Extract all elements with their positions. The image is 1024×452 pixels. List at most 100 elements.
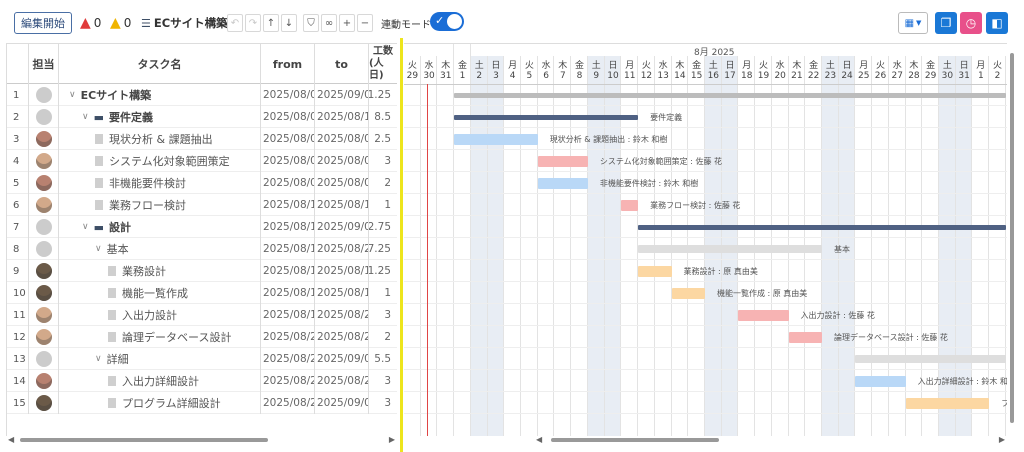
effort-cell[interactable]: 5.5 <box>369 348 397 370</box>
task-name-cell[interactable]: 機能一覧作成 <box>59 282 261 304</box>
assignee-cell[interactable] <box>29 172 59 194</box>
from-cell[interactable]: 2025/08/25 <box>261 348 315 370</box>
task-name-cell[interactable]: プログラム詳細設計 <box>59 392 261 414</box>
expand-arrow-icon[interactable]: ∨ <box>95 244 102 254</box>
panel-button[interactable]: ◧ <box>986 12 1008 34</box>
table-row[interactable]: 13 ∨ 詳細 2025/08/252025/09/015.5 <box>7 348 397 370</box>
task-bar[interactable] <box>738 310 789 321</box>
scroll-left-icon[interactable]: ◀ <box>536 435 543 444</box>
to-cell[interactable]: 2025/09/01 <box>315 84 369 106</box>
task-bar[interactable] <box>638 266 672 277</box>
table-row[interactable]: 12 論理データベース設計 2025/08/212025/08/222 <box>7 326 397 348</box>
group-bar[interactable] <box>855 355 1006 363</box>
task-bar[interactable] <box>537 156 588 167</box>
project-bar[interactable] <box>454 93 1006 98</box>
from-cell[interactable]: 2025/08/01 <box>261 128 315 150</box>
move-down-button[interactable]: ↓ <box>281 14 297 32</box>
zoom-in-button[interactable]: + <box>339 14 355 32</box>
table-row[interactable]: 4 システム化対象範囲策定 2025/08/062025/08/083 <box>7 150 397 172</box>
effort-cell[interactable]: 1 <box>369 282 397 304</box>
expand-arrow-icon[interactable]: ∨ <box>69 90 76 100</box>
effort-cell[interactable]: 1 <box>369 194 397 216</box>
scroll-left-icon[interactable]: ◀ <box>8 435 15 444</box>
from-cell[interactable]: 2025/08/25 <box>261 370 315 392</box>
to-cell[interactable]: 2025/08/22 <box>315 238 369 260</box>
from-cell[interactable]: 2025/08/01 <box>261 106 315 128</box>
expand-arrow-icon[interactable]: ∨ <box>82 112 89 122</box>
expand-arrow-icon[interactable]: ∨ <box>95 354 102 364</box>
vertical-scrollbar[interactable] <box>1008 43 1016 436</box>
task-name-cell[interactable]: 入出力詳細設計 <box>59 370 261 392</box>
summary-bar[interactable] <box>454 115 639 120</box>
table-row[interactable]: 5 非機能要件検討 2025/08/062025/08/082 <box>7 172 397 194</box>
table-row[interactable]: 3 現状分析 & 課題抽出 2025/08/012025/08/052.5 <box>7 128 397 150</box>
group-bar[interactable] <box>638 245 822 253</box>
effort-cell[interactable]: 12.75 <box>369 216 397 238</box>
error-indicator[interactable]: ▲ 0 <box>80 16 101 30</box>
effort-cell[interactable]: 2 <box>369 326 397 348</box>
effort-cell[interactable]: 1.25 <box>369 260 397 282</box>
pane-splitter[interactable] <box>400 38 403 452</box>
task-bar[interactable] <box>537 178 588 189</box>
effort-cell[interactable]: 2.5 <box>369 128 397 150</box>
task-bar[interactable] <box>855 376 906 387</box>
table-row[interactable]: 11 入出力設計 2025/08/182025/08/203 <box>7 304 397 326</box>
table-row[interactable]: 7 ∨ ▬ 設計 2025/08/122025/09/0112.75 <box>7 216 397 238</box>
to-cell[interactable]: 2025/08/22 <box>315 326 369 348</box>
assignee-cell[interactable] <box>29 216 59 238</box>
grid-horizontal-scrollbar[interactable]: ◀ ▶ <box>6 435 397 444</box>
from-cell[interactable]: 2025/08/12 <box>261 260 315 282</box>
redo-button[interactable]: ↷ <box>245 14 261 32</box>
effort-cell[interactable]: 3 <box>369 304 397 326</box>
sync-mode-toggle[interactable]: ✓ <box>430 12 464 31</box>
to-cell[interactable]: 2025/08/27 <box>315 370 369 392</box>
to-cell[interactable]: 2025/08/11 <box>315 106 369 128</box>
assignee-cell[interactable] <box>29 282 59 304</box>
scroll-right-icon[interactable]: ▶ <box>388 435 395 444</box>
copy-button[interactable]: ❐ <box>935 12 957 34</box>
to-cell[interactable]: 2025/09/01 <box>315 348 369 370</box>
from-cell[interactable]: 2025/08/06 <box>261 172 315 194</box>
assignee-cell[interactable] <box>29 326 59 348</box>
assignee-cell[interactable] <box>29 106 59 128</box>
gantt-horizontal-scrollbar[interactable]: ◀ ▶ <box>404 435 1007 444</box>
task-name-cell[interactable]: ∨ ECサイト構築 <box>59 84 261 106</box>
grid-scroll-thumb[interactable] <box>20 438 268 442</box>
project-selector[interactable]: ☰ ECサイト構築 <box>141 15 228 31</box>
effort-cell[interactable]: 3 <box>369 370 397 392</box>
assignee-cell[interactable] <box>29 238 59 260</box>
task-bar[interactable] <box>671 288 705 299</box>
col-effort[interactable]: 工数 (人日) <box>369 44 397 84</box>
effort-cell[interactable]: 3 <box>369 392 397 414</box>
effort-cell[interactable]: 7.25 <box>369 238 397 260</box>
effort-cell[interactable]: 8.5 <box>369 106 397 128</box>
zoom-out-button[interactable]: − <box>357 14 373 32</box>
to-cell[interactable]: 2025/08/15 <box>315 282 369 304</box>
table-row[interactable]: 2 ∨ ▬ 要件定義 2025/08/012025/08/118.5 <box>7 106 397 128</box>
to-cell[interactable]: 2025/08/20 <box>315 304 369 326</box>
assignee-cell[interactable] <box>29 370 59 392</box>
move-up-button[interactable]: ↑ <box>263 14 279 32</box>
task-name-cell[interactable]: ∨ 詳細 <box>59 348 261 370</box>
gantt-scroll-thumb[interactable] <box>551 438 719 442</box>
to-cell[interactable]: 2025/09/01 <box>315 392 369 414</box>
task-name-cell[interactable]: 業務フロー検討 <box>59 194 261 216</box>
task-bar[interactable] <box>621 200 639 211</box>
expand-arrow-icon[interactable]: ∨ <box>82 222 89 232</box>
history-button[interactable]: ◷ <box>960 12 982 34</box>
table-row[interactable]: 8 ∨ 基本 2025/08/122025/08/227.25 <box>7 238 397 260</box>
task-bar[interactable] <box>454 134 538 145</box>
task-name-cell[interactable]: ∨ 基本 <box>59 238 261 260</box>
col-assignee[interactable]: 担当 <box>29 44 59 84</box>
vertical-scroll-thumb[interactable] <box>1010 53 1014 423</box>
from-cell[interactable]: 2025/08/21 <box>261 326 315 348</box>
effort-cell[interactable]: 21.25 <box>369 84 397 106</box>
undo-button[interactable]: ↶ <box>227 14 243 32</box>
table-row[interactable]: 9 業務設計 2025/08/122025/08/131.25 <box>7 260 397 282</box>
from-cell[interactable]: 2025/08/18 <box>261 304 315 326</box>
task-name-cell[interactable]: 入出力設計 <box>59 304 261 326</box>
assignee-cell[interactable] <box>29 392 59 414</box>
from-cell[interactable]: 2025/08/28 <box>261 392 315 414</box>
effort-cell[interactable]: 2 <box>369 172 397 194</box>
task-name-cell[interactable]: 業務設計 <box>59 260 261 282</box>
